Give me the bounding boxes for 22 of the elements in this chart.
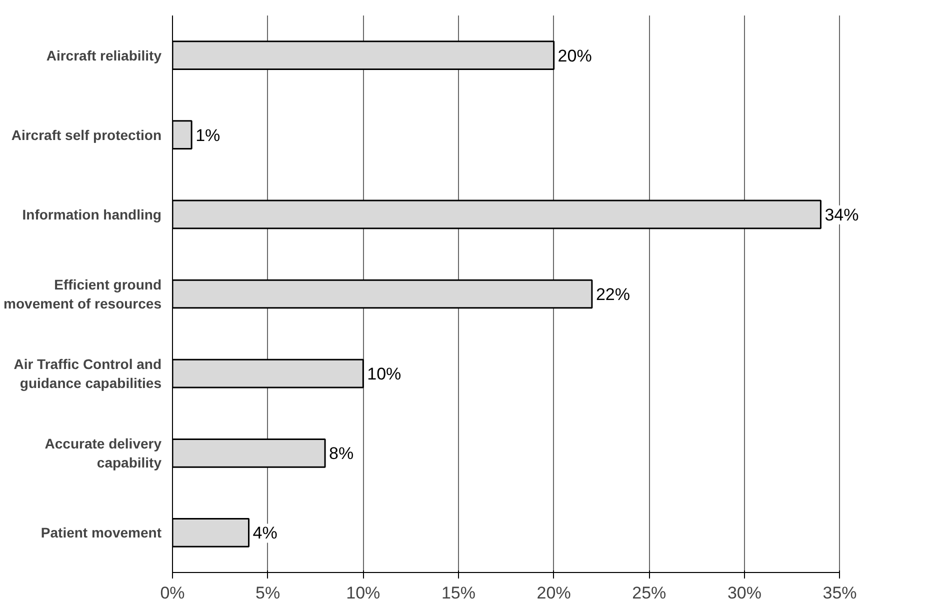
data-label: 34%: [824, 205, 859, 224]
x-tick-label: 10%: [346, 584, 380, 602]
x-tick-label: 25%: [632, 584, 666, 602]
x-tick-label: 35%: [822, 584, 857, 602]
y-tick-label: Accurate delivery capability: [44, 436, 162, 471]
data-label: 1%: [196, 126, 220, 145]
y-tick-label: Aircraft reliability: [46, 47, 162, 64]
x-tick-label: 15%: [441, 584, 476, 602]
data-label: 4%: [252, 524, 278, 543]
y-tick-label: Air Traffic Control and guidance capabilities: [14, 356, 162, 392]
y-tick-label: Information handling: [22, 206, 162, 222]
data-label: 20%: [558, 46, 592, 66]
x-tick-label: 0%: [160, 584, 185, 602]
x-tick-label: 5%: [256, 584, 280, 602]
data-label: 10%: [367, 364, 402, 384]
data-label: 8%: [329, 444, 354, 464]
data-label: 22%: [596, 285, 630, 304]
y-tick-label: Efficient ground movement of resources: [4, 276, 162, 312]
x-tick-label: 30%: [727, 584, 762, 602]
y-tick-label: Patient movement: [40, 524, 162, 541]
y-tick-label: Aircraft self protection: [11, 126, 162, 143]
x-tick-label: 20%: [536, 584, 571, 602]
